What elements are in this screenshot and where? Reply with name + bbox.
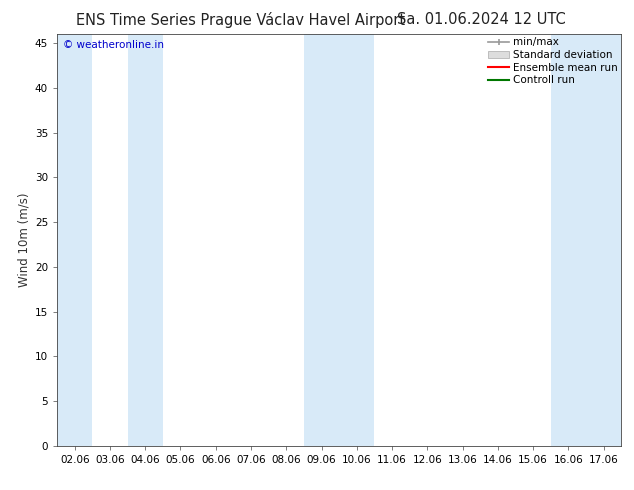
Y-axis label: Wind 10m (m/s): Wind 10m (m/s) [18, 193, 30, 287]
Text: Sa. 01.06.2024 12 UTC: Sa. 01.06.2024 12 UTC [398, 12, 566, 27]
Bar [127, 34, 163, 446]
Legend: min/max, Standard deviation, Ensemble mean run, Controll run: min/max, Standard deviation, Ensemble me… [488, 37, 618, 85]
Text: © weatheronline.in: © weatheronline.in [63, 41, 164, 50]
Bar [551, 34, 621, 446]
Text: ENS Time Series Prague Václav Havel Airport: ENS Time Series Prague Václav Havel Airp… [76, 12, 406, 28]
Bar [57, 34, 93, 446]
Bar [304, 34, 375, 446]
